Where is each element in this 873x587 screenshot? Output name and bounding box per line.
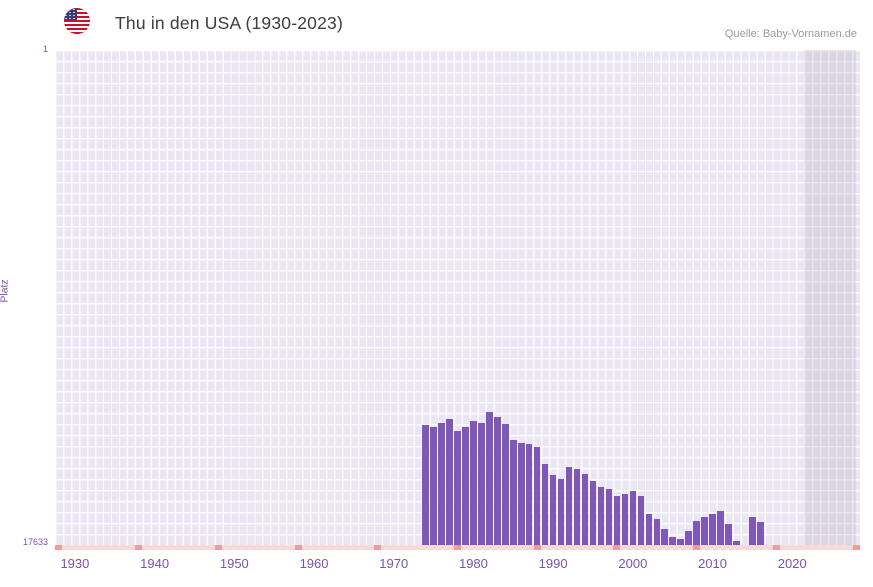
axis-tick-mark-1938: [135, 545, 143, 550]
chart-bar-2011[interactable]: [717, 510, 724, 545]
chart-bar-1980[interactable]: [470, 421, 477, 545]
chart-bar-2000[interactable]: [629, 490, 637, 545]
axis-tick-mark-1998: [613, 545, 621, 550]
chart-bar-1977[interactable]: [446, 419, 453, 545]
chart-bar-2006[interactable]: [677, 538, 684, 545]
x-tick-label-1960: 1960: [299, 556, 329, 571]
chart-bar-2004[interactable]: [661, 528, 668, 545]
chart-header: Thu in den USA (1930-2023) Quelle: Baby-…: [0, 0, 873, 46]
chart-bar-1990[interactable]: [549, 475, 557, 545]
chart-bar-1976[interactable]: [438, 423, 445, 545]
chart-bar-2003[interactable]: [653, 518, 660, 545]
y-axis-title: Platz: [0, 279, 11, 303]
axis-tick-mark-1958: [294, 545, 302, 550]
page-title: Thu in den USA (1930-2023): [115, 13, 343, 33]
chart-bar-1998[interactable]: [613, 495, 621, 545]
chart-bar-1999[interactable]: [621, 493, 629, 545]
x-axis-line: [55, 545, 860, 550]
chart-bar-2009[interactable]: [701, 516, 708, 545]
chart-bar-1994[interactable]: [581, 473, 589, 545]
x-tick-label-2020: 2020: [777, 556, 807, 571]
axis-tick-mark-1978: [454, 545, 461, 550]
chart-bar-2002[interactable]: [645, 513, 653, 545]
chart-bar-1987[interactable]: [525, 443, 533, 545]
chart-bar-1984[interactable]: [502, 423, 509, 545]
chart-bar-1982[interactable]: [486, 412, 493, 545]
chart-bar-1974[interactable]: [422, 425, 429, 545]
chart-bar-1975[interactable]: [430, 427, 437, 545]
axis-tick-mark-2028: [852, 545, 860, 550]
chart-bar-1996[interactable]: [597, 486, 605, 545]
chart-bar-1988[interactable]: [533, 446, 541, 545]
chart-bar-2016[interactable]: [757, 521, 764, 545]
chart-bar-1989[interactable]: [541, 464, 549, 545]
x-tick-label-1970: 1970: [379, 556, 409, 571]
x-tick-label-1940: 1940: [140, 556, 170, 571]
axis-tick-mark-2008: [693, 545, 701, 550]
chart-bar-1981[interactable]: [478, 423, 485, 545]
axis-tick-mark-1948: [214, 545, 222, 550]
y-axis-max-label: 1: [42, 44, 48, 54]
x-tick-label-1950: 1950: [219, 556, 249, 571]
chart-bar-1979[interactable]: [462, 427, 469, 545]
axis-tick-mark-1988: [533, 545, 541, 550]
chart-bar-2007[interactable]: [685, 530, 692, 545]
x-tick-label-1930: 1930: [60, 556, 90, 571]
future-shaded-region: [804, 50, 856, 545]
axis-tick-mark-1928: [55, 545, 63, 550]
chart-bar-1991[interactable]: [557, 478, 565, 545]
chart-bar-1995[interactable]: [589, 480, 597, 545]
chart-bar-2010[interactable]: [709, 513, 716, 545]
chart-bar-1992[interactable]: [565, 466, 573, 545]
source-credit: Quelle: Baby-Vornamen.de: [724, 28, 857, 40]
x-tick-label-2000: 2000: [618, 556, 648, 571]
us-flag-canton: [64, 8, 77, 20]
chart-bar-2015[interactable]: [749, 517, 756, 545]
chart-bar-2005[interactable]: [669, 536, 676, 545]
x-tick-label-2010: 2010: [698, 556, 727, 571]
chart-bar-2013[interactable]: [733, 540, 740, 545]
chart-bar-1986[interactable]: [518, 443, 525, 545]
chart-bar-1993[interactable]: [573, 468, 581, 545]
x-tick-label-1980: 1980: [458, 556, 488, 571]
y-axis-min-label: 17633: [22, 537, 48, 547]
x-tick-label-1990: 1990: [538, 556, 568, 571]
chart-bar-1978[interactable]: [454, 430, 461, 545]
axis-tick-mark-1968: [374, 545, 382, 550]
chart-bar-2008[interactable]: [693, 520, 700, 545]
chart-bar-2012[interactable]: [725, 523, 732, 545]
axis-tick-mark-2018: [772, 545, 780, 550]
chart-bar-2001[interactable]: [637, 495, 645, 545]
plot-area: [55, 50, 860, 545]
us-flag-icon: [64, 8, 90, 34]
chart-bar-1985[interactable]: [510, 439, 517, 545]
chart-bar-1997[interactable]: [605, 488, 613, 545]
chart-bar-1983[interactable]: [494, 417, 501, 545]
